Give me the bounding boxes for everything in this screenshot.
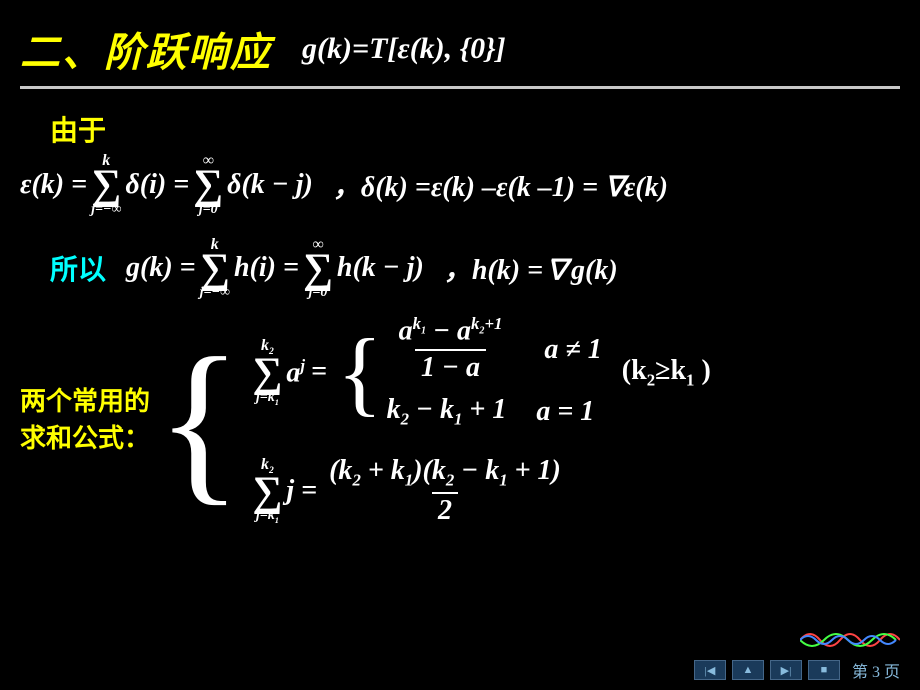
label-since: 由于: [50, 109, 900, 149]
nav-last-button[interactable]: ▶|: [770, 660, 802, 680]
label-so: 所以: [50, 248, 106, 288]
nav-buttons: |◀ ▲ ▶| ■: [694, 660, 840, 680]
title-row: 二、阶跃响应 g(k)=T[ε(k), {0}]: [0, 0, 920, 86]
nav-up-button[interactable]: ▲: [732, 660, 764, 680]
nav-stop-button[interactable]: ■: [808, 660, 840, 680]
content: 由于 ε(k) = k ∑ j=−∞ δ(i) = ∞ ∑ j=0 δ(k − …: [0, 89, 920, 527]
equation-3: k2 ∑ j=k1 aj = { ak1 − ak2+1 1 − a: [248, 315, 710, 430]
eq1-lhs: ε(k) =: [20, 169, 87, 201]
sum-symbol: k2 ∑ j=k1: [252, 338, 282, 407]
brace-icon: {: [337, 334, 383, 410]
eq1-rhs: ，δ(k) =ε(k) –ε(k –1) = ∇ε(k): [333, 165, 668, 205]
nav-first-button[interactable]: |◀: [694, 660, 726, 680]
sum-symbol: k ∑ j=−∞: [200, 237, 230, 301]
page-number: 第 3 页: [852, 658, 900, 682]
row-so: 所以 g(k) = k ∑ j=−∞ h(i) = ∞ ∑ j=0 h(k − …: [20, 237, 900, 301]
eq1-term2: δ(k − j): [227, 169, 313, 201]
equation-4: k2 ∑ j=k1 j = (k2 + k1)(k2 − k1 + 1) 2: [248, 456, 710, 527]
equation-2: g(k) = k ∑ j=−∞ h(i) = ∞ ∑ j=0 h(k − j) …: [126, 237, 618, 301]
label-sum-formulas: 两个常用的 求和公式：: [20, 384, 150, 457]
brace-icon: {: [156, 349, 242, 493]
equation-1: ε(k) = k ∑ j=−∞ δ(i) = ∞ ∑ j=0 δ(k − j) …: [20, 153, 900, 217]
footer: |◀ ▲ ▶| ■ 第 3 页: [694, 658, 900, 682]
sum-symbol: k ∑ j=−∞: [91, 153, 121, 217]
wave-icon: [800, 626, 900, 654]
eq1-term1: δ(i) =: [125, 169, 189, 201]
sum-symbol: ∞ ∑ j=0: [303, 237, 333, 301]
page-title: 二、阶跃响应: [20, 20, 272, 78]
title-equation: g(k)=T[ε(k), {0}]: [302, 32, 506, 66]
summation-formulas: 两个常用的 求和公式： { k2 ∑ j=k1 aj = {: [20, 315, 900, 526]
sum-symbol: k2 ∑ j=k1: [252, 457, 282, 526]
sum-symbol: ∞ ∑ j=0: [193, 153, 223, 217]
